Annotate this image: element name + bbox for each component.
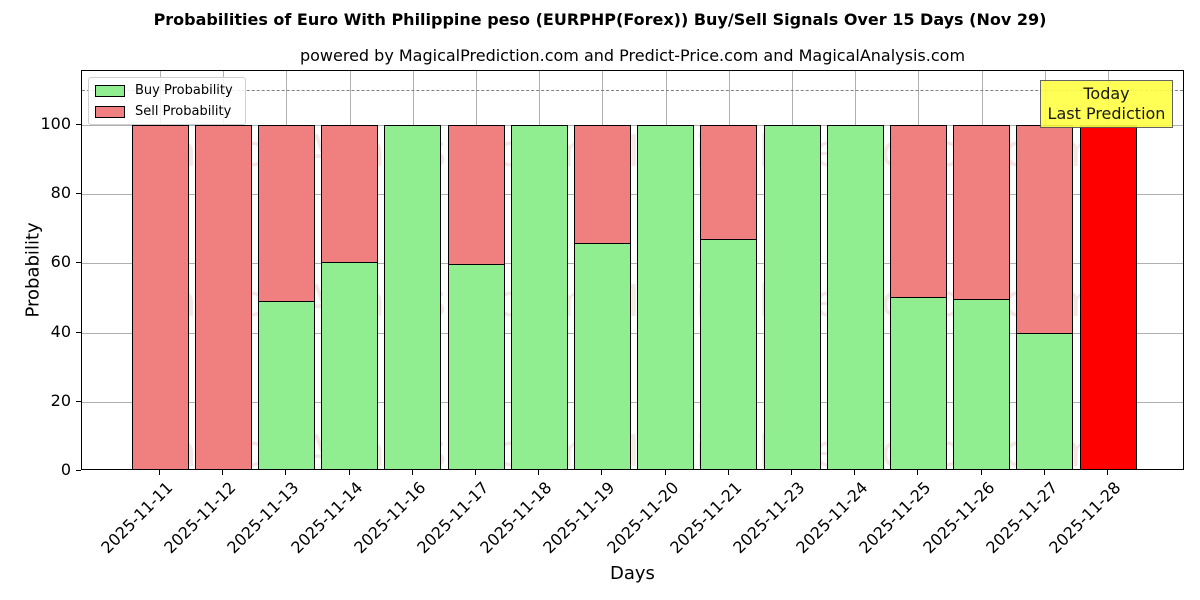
plot-area: MagicalAnalysis.comMagicalPrediction.com… bbox=[81, 70, 1184, 470]
buy-bar bbox=[700, 239, 758, 469]
y-tick-label: 100 bbox=[40, 114, 71, 133]
buy-bar bbox=[826, 125, 884, 469]
buy-bar bbox=[1016, 332, 1074, 469]
sell-bar bbox=[573, 125, 631, 244]
x-tick-mark bbox=[601, 470, 603, 475]
legend-item-buy: Buy Probability bbox=[95, 83, 233, 98]
reference-line bbox=[82, 90, 1183, 92]
sell-bar bbox=[321, 125, 379, 263]
sell-bar bbox=[131, 125, 189, 469]
legend-label-buy: Buy Probability bbox=[135, 83, 233, 98]
sell-bar bbox=[700, 125, 758, 241]
x-tick-mark bbox=[538, 470, 540, 475]
buy-bar bbox=[573, 242, 631, 469]
x-tick-mark bbox=[1107, 470, 1108, 475]
x-tick-mark bbox=[791, 470, 792, 475]
today-annotation: Today Last Prediction bbox=[1040, 80, 1173, 128]
legend-item-sell: Sell Probability bbox=[95, 104, 231, 119]
grid-line-horizontal bbox=[82, 194, 1183, 196]
x-tick-mark bbox=[727, 470, 729, 475]
y-tick-label: 60 bbox=[50, 252, 71, 272]
y-tick-label: 0 bbox=[60, 460, 71, 479]
x-tick-mark bbox=[222, 470, 224, 475]
x-tick-mark bbox=[159, 470, 160, 475]
grid-line-horizontal bbox=[82, 401, 1183, 403]
sell-swatch-icon bbox=[95, 105, 125, 118]
grid-line-horizontal bbox=[82, 125, 1183, 126]
y-tick-mark bbox=[76, 124, 81, 125]
sell-bar bbox=[1016, 125, 1074, 334]
x-tick-mark bbox=[854, 470, 856, 475]
y-tick-label: 20 bbox=[50, 390, 71, 410]
grid-line-horizontal bbox=[82, 263, 1183, 265]
sell-bar bbox=[194, 125, 252, 469]
y-tick-label: 40 bbox=[50, 321, 71, 341]
chart-subtitle: powered by MagicalPrediction.com and Pre… bbox=[299, 46, 966, 65]
buy-bar bbox=[953, 299, 1011, 469]
x-axis-label: Days bbox=[610, 563, 655, 584]
buy-bar bbox=[447, 264, 505, 469]
buy-bar bbox=[763, 125, 821, 469]
legend-label-sell: Sell Probability bbox=[135, 104, 232, 119]
y-tick-label: 80 bbox=[50, 183, 71, 203]
y-tick-mark bbox=[76, 470, 81, 471]
y-axis-label: Probability bbox=[22, 222, 44, 318]
sell-bar bbox=[447, 125, 505, 266]
grid-line-horizontal bbox=[82, 332, 1183, 334]
x-tick-mark bbox=[475, 470, 476, 475]
annotation-line2: Last Prediction bbox=[1047, 104, 1166, 123]
today-sell-bar bbox=[1079, 125, 1137, 469]
buy-bar bbox=[637, 125, 695, 469]
x-tick-mark bbox=[917, 470, 919, 475]
sell-bar bbox=[257, 125, 315, 303]
x-tick-mark bbox=[411, 470, 413, 475]
y-tick-mark bbox=[76, 331, 81, 333]
x-tick-mark bbox=[980, 470, 982, 475]
sell-bar bbox=[953, 125, 1011, 301]
buy-bar bbox=[321, 261, 379, 469]
x-tick-mark bbox=[348, 470, 350, 475]
y-tick-mark bbox=[76, 262, 81, 264]
x-tick-mark bbox=[1043, 470, 1045, 475]
chart-title: Probabilities of Euro With Philippine pe… bbox=[153, 10, 1047, 29]
sell-bar bbox=[889, 125, 947, 299]
x-tick-mark bbox=[285, 470, 287, 475]
y-tick-mark bbox=[76, 193, 81, 195]
buy-bar bbox=[257, 301, 315, 469]
buy-bar bbox=[384, 125, 442, 469]
x-tick-mark bbox=[664, 470, 666, 475]
buy-bar bbox=[889, 297, 947, 469]
annotation-line1: Today bbox=[1083, 84, 1130, 103]
buy-bar bbox=[510, 125, 568, 469]
legend: Buy Probability Sell Probability bbox=[88, 77, 246, 125]
buy-swatch-icon bbox=[95, 84, 125, 97]
y-tick-mark bbox=[76, 400, 81, 402]
